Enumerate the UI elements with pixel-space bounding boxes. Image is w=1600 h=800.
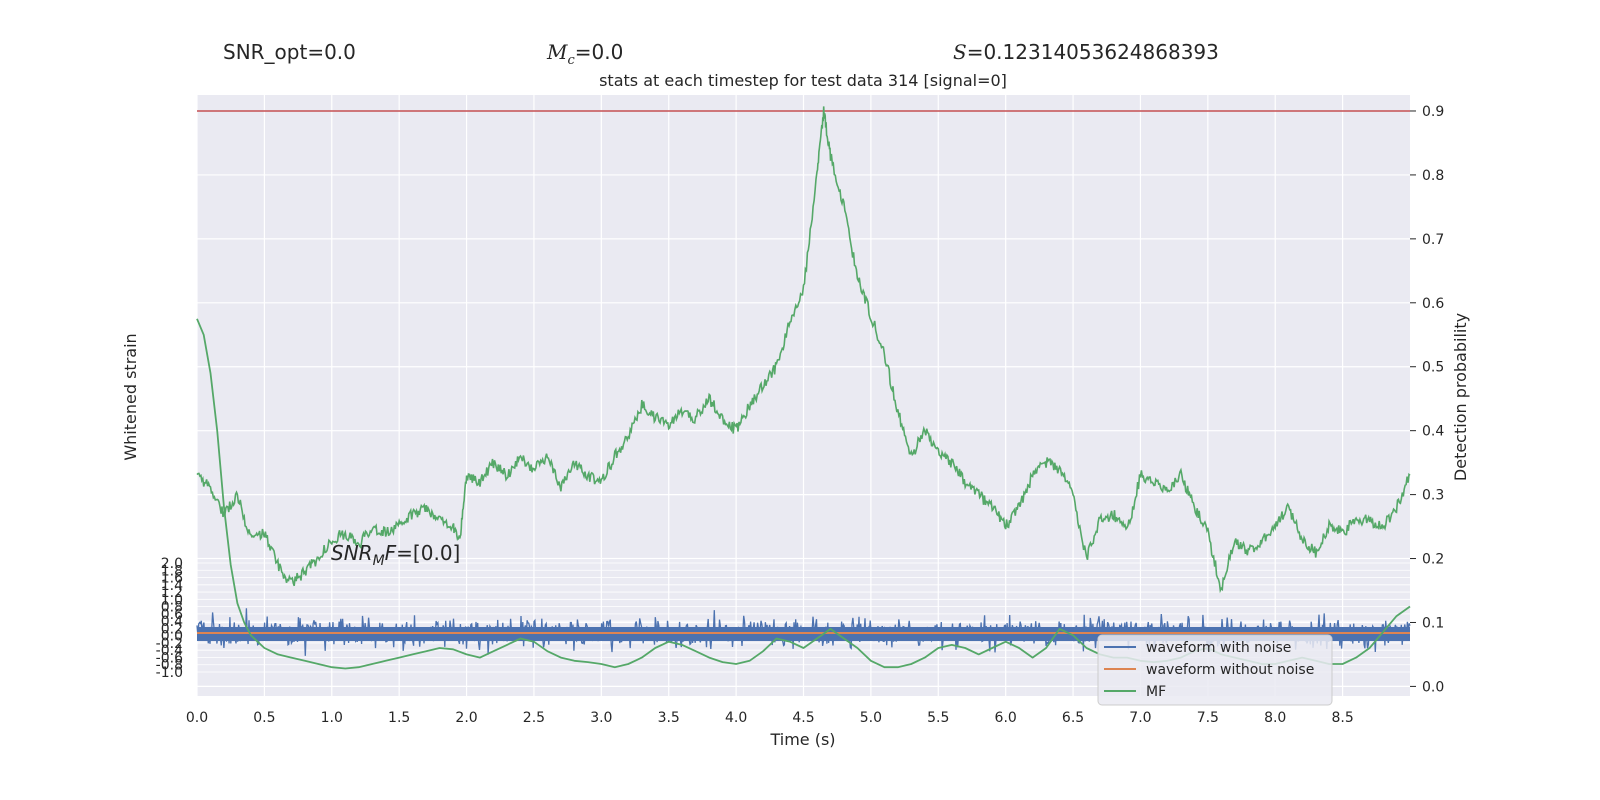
- legend-label-mf: MF: [1146, 684, 1166, 700]
- x-axis-label: Time (s): [769, 730, 835, 749]
- x-tick-label: 3.0: [590, 710, 612, 726]
- chirp-mass-value: =0.0: [574, 40, 624, 64]
- left-tick-label: 0.0: [161, 629, 183, 645]
- snr-mf-tail: F=[0.0]: [385, 541, 461, 565]
- right-axis-ticks: 0.0 0.1 0.2 0.3 0.4 0.5 0.6 0.7 0.8 0.9: [1410, 104, 1444, 695]
- left-tick-label: -1.0: [156, 665, 183, 681]
- chirp-mass-symbol: M: [547, 40, 568, 64]
- right-tick-label: 0.0: [1422, 679, 1444, 695]
- x-tick-label: 5.0: [860, 710, 882, 726]
- left-tick-label: 0.2: [161, 621, 183, 637]
- left-tick-label: 0.8: [161, 600, 183, 616]
- snr-mf-sub: M: [373, 553, 385, 569]
- left-tick-label: 0.6: [161, 607, 183, 623]
- left-tick-label: -0.2: [156, 636, 183, 652]
- series-detection-probability: [196, 106, 1411, 594]
- horizontal-gridlines: [197, 110, 1410, 688]
- right-tick-label: 0.6: [1422, 296, 1444, 312]
- chart-title: stats at each timestep for test data 314…: [599, 71, 1007, 90]
- legend-label-noise: waveform with noise: [1146, 640, 1291, 656]
- left-tick-label: 0.4: [161, 614, 183, 630]
- x-tick-label: 1.0: [321, 710, 343, 726]
- x-tick-label: 0.0: [186, 710, 208, 726]
- x-tick-label: 8.5: [1331, 710, 1353, 726]
- score-stat: S=0.12314053624868393: [953, 40, 1219, 64]
- left-tick-label: -0.4: [156, 643, 183, 659]
- snr-opt-stat: SNR_opt=0.0: [223, 40, 356, 64]
- left-axis-ticks: 2.01.81.61.41.21.00.80.60.40.20.0-0.2-0.…: [156, 556, 183, 681]
- x-tick-label: 2.5: [523, 710, 545, 726]
- left-tick-label: 1.0: [161, 592, 183, 608]
- x-tick-label: 5.5: [927, 710, 949, 726]
- x-axis-ticks: 0.0 0.5 1.0 1.5 2.0 2.5 3.0 3.5 4.0 4.5 5.0 5.5 6.0 6…: [186, 710, 1354, 726]
- right-axis-label: Detection probability: [1451, 313, 1470, 481]
- x-tick-label: 0.5: [253, 710, 275, 726]
- left-axis-label: Whitened strain: [121, 333, 140, 460]
- x-tick-label: 1.5: [388, 710, 410, 726]
- right-tick-label: 0.4: [1422, 424, 1444, 440]
- chirp-mass-subscript: c: [567, 53, 575, 68]
- chirp-mass-stat: Mc=0.0: [547, 40, 623, 68]
- right-tick-label: 0.8: [1422, 168, 1444, 184]
- snr-opt-text: SNR_opt=0.0: [223, 40, 356, 64]
- left-tick-label: 2.0: [161, 556, 183, 572]
- x-tick-label: 7.0: [1129, 710, 1151, 726]
- left-tick-label: 1.8: [161, 563, 183, 579]
- left-tick-label: 1.4: [161, 578, 183, 594]
- right-tick-label: 0.5: [1422, 360, 1444, 376]
- score-value: =0.12314053624868393: [966, 40, 1219, 64]
- legend-label-clean: waveform without noise: [1146, 662, 1314, 678]
- right-tick-label: 0.3: [1422, 488, 1444, 504]
- snr-mf-f: F: [385, 541, 397, 565]
- left-tick-label: -0.6: [156, 650, 183, 666]
- right-tick-label: 0.1: [1422, 615, 1444, 631]
- x-tick-label: 2.0: [455, 710, 477, 726]
- x-tick-label: 6.0: [995, 710, 1017, 726]
- x-tick-label: 8.0: [1264, 710, 1286, 726]
- vertical-gridlines: [196, 95, 1344, 696]
- x-tick-label: 4.0: [725, 710, 747, 726]
- right-tick-label: 0.7: [1422, 232, 1444, 248]
- right-tick-label: 0.9: [1422, 104, 1444, 120]
- x-tick-label: 3.5: [658, 710, 680, 726]
- snr-mf-annotation: SNRMF=[0.0]: [331, 541, 460, 569]
- x-tick-label: 4.5: [792, 710, 814, 726]
- left-tick-label: 1.6: [161, 571, 183, 587]
- snr-mf-base: SNR: [331, 541, 373, 565]
- chart-legend: waveform with noise waveform without noi…: [1097, 634, 1333, 706]
- legend-box: [1097, 634, 1333, 706]
- score-symbol: S: [953, 40, 967, 64]
- left-tick-label: 1.2: [161, 585, 183, 601]
- x-tick-label: 7.5: [1197, 710, 1219, 726]
- snr-mf-value: =[0.0]: [396, 541, 460, 565]
- left-tick-label: -0.8: [156, 658, 183, 674]
- right-tick-label: 0.2: [1422, 552, 1444, 568]
- x-tick-label: 6.5: [1062, 710, 1084, 726]
